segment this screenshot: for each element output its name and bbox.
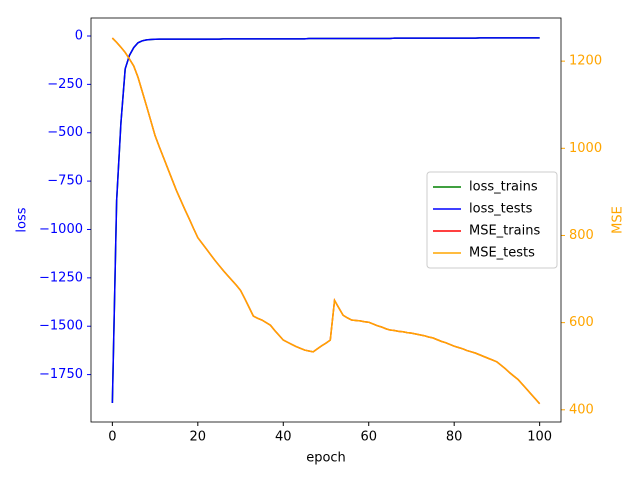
x-tick-label: 80 bbox=[446, 430, 463, 445]
y-tick-label: −750 bbox=[47, 174, 83, 189]
plot-frame bbox=[90, 17, 562, 423]
y-tick-label: −500 bbox=[47, 125, 83, 140]
y-tick-label: −1000 bbox=[39, 222, 83, 237]
series-line bbox=[111, 37, 541, 405]
y-tick-label: 0 bbox=[75, 28, 83, 43]
y2-tick-label: 400 bbox=[569, 402, 594, 417]
series-line bbox=[111, 37, 540, 404]
x-tick-label: 40 bbox=[275, 430, 292, 445]
legend-label: MSE_tests bbox=[469, 246, 535, 261]
y-tick-label: −1500 bbox=[39, 319, 83, 334]
y-tick-label: −1250 bbox=[39, 270, 83, 285]
y2-tick-label: 800 bbox=[569, 228, 594, 243]
x-tick-label: 60 bbox=[360, 430, 377, 445]
y2-tick-label: 1200 bbox=[569, 54, 602, 69]
y2-axis-label: MSE bbox=[611, 206, 626, 234]
y2-tick-label: 600 bbox=[569, 315, 594, 330]
legend-label: loss_tests bbox=[469, 202, 533, 217]
y-axis-label: loss bbox=[15, 207, 30, 232]
legend-box bbox=[426, 171, 558, 269]
y-tick-label: −250 bbox=[47, 77, 83, 92]
x-tick-label: 20 bbox=[190, 430, 207, 445]
legend-label: MSE_trains bbox=[469, 224, 540, 239]
y2-tick-label: 1000 bbox=[569, 141, 602, 156]
x-tick-label: 100 bbox=[527, 430, 552, 445]
legend-label: loss_trains bbox=[469, 180, 538, 195]
x-tick-label: 0 bbox=[108, 430, 116, 445]
y-tick-label: −1750 bbox=[39, 367, 83, 382]
x-axis-label: epoch bbox=[306, 451, 346, 466]
